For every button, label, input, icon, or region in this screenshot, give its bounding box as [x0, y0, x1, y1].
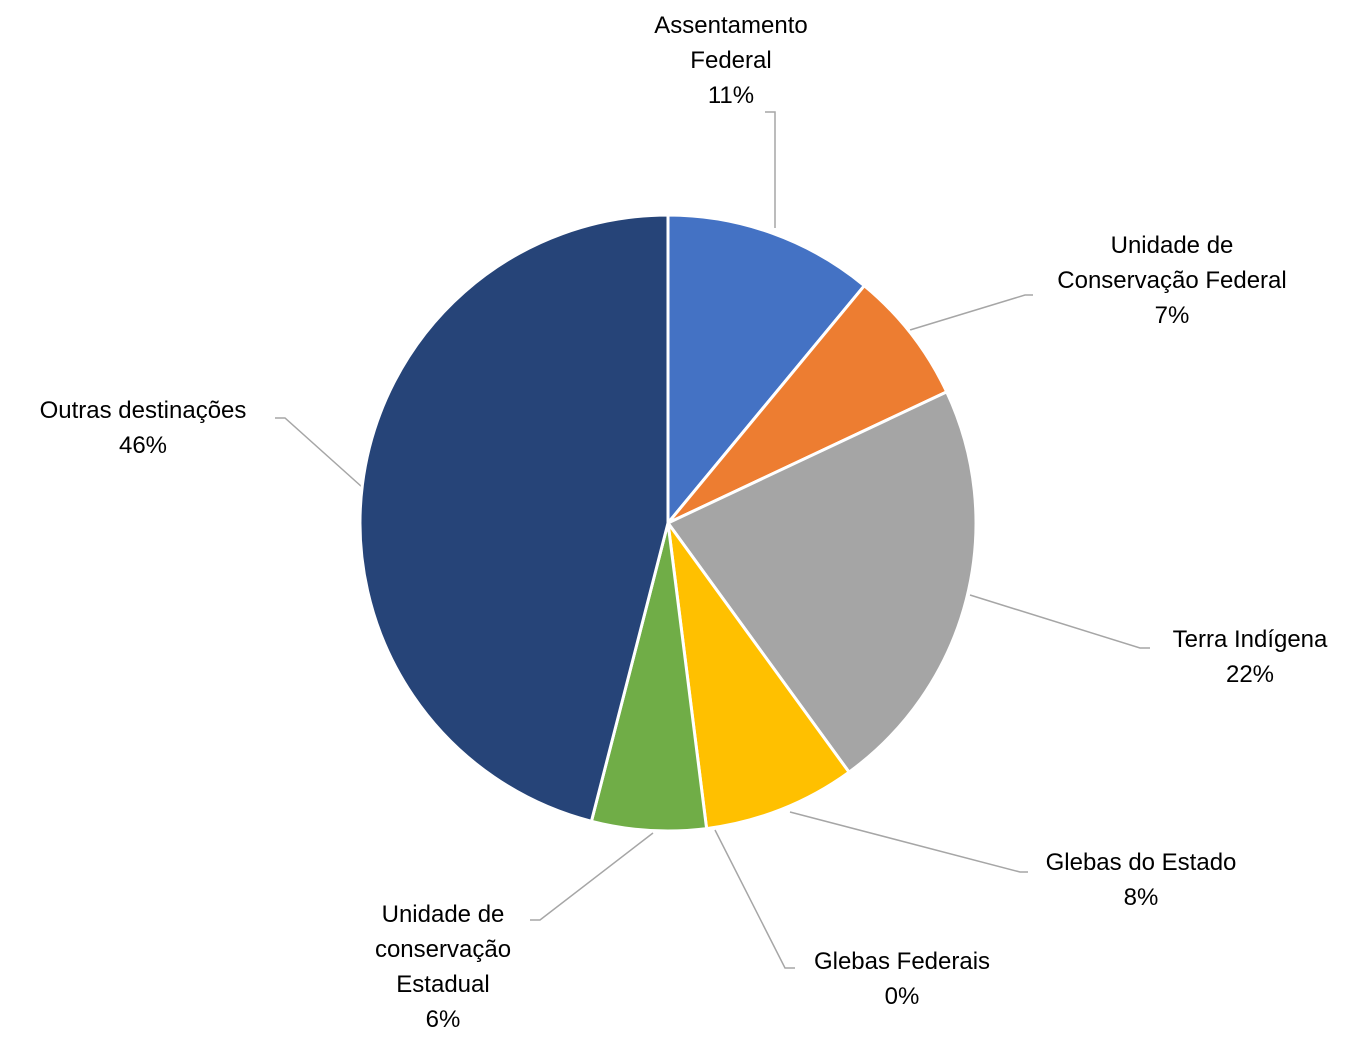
data-label: Glebas Federais 0%: [814, 944, 990, 1014]
data-label: Assentamento Federal 11%: [654, 8, 807, 113]
pie-slice: [666, 521, 851, 831]
leader-line: [909, 294, 1033, 331]
category-label: Assentamento Federal: [654, 12, 808, 74]
leader-line: [789, 811, 1028, 873]
data-label: Glebas do Estado 8%: [1046, 845, 1237, 915]
leader-line: [714, 829, 795, 969]
leader-line: [765, 111, 776, 228]
leader-lines: [275, 111, 1150, 969]
value-label: 22%: [1225, 661, 1275, 688]
pie-slice: [666, 284, 949, 525]
category-label: Unidade de Conservação Federal: [1057, 232, 1287, 294]
category-label: Glebas Federais: [813, 948, 991, 975]
value-label: 46%: [118, 432, 168, 459]
category-label: Outras destinações: [39, 397, 247, 424]
value-label: 0%: [884, 983, 920, 1010]
data-label: Terra Indígena 22%: [1173, 622, 1328, 692]
category-label: Unidade de conservação Estadual: [374, 901, 512, 998]
data-label: Unidade de Conservação Federal 7%: [1057, 228, 1286, 333]
data-label: Unidade de conservação Estadual 6%: [375, 897, 511, 1037]
leader-line: [969, 594, 1150, 649]
value-label: 8%: [1123, 884, 1159, 911]
pie-slice: [666, 213, 866, 525]
pie-slice: [666, 390, 978, 774]
value-label: 6%: [425, 1006, 461, 1033]
category-label: Terra Indígena: [1172, 626, 1328, 653]
value-label: 7%: [1154, 302, 1190, 329]
data-label: Outras destinações 46%: [40, 393, 247, 463]
leader-line: [275, 417, 363, 488]
value-label: 11%: [707, 82, 755, 109]
leader-line: [530, 832, 654, 921]
category-label: Glebas do Estado: [1045, 849, 1237, 876]
pie-slice: [358, 213, 670, 823]
